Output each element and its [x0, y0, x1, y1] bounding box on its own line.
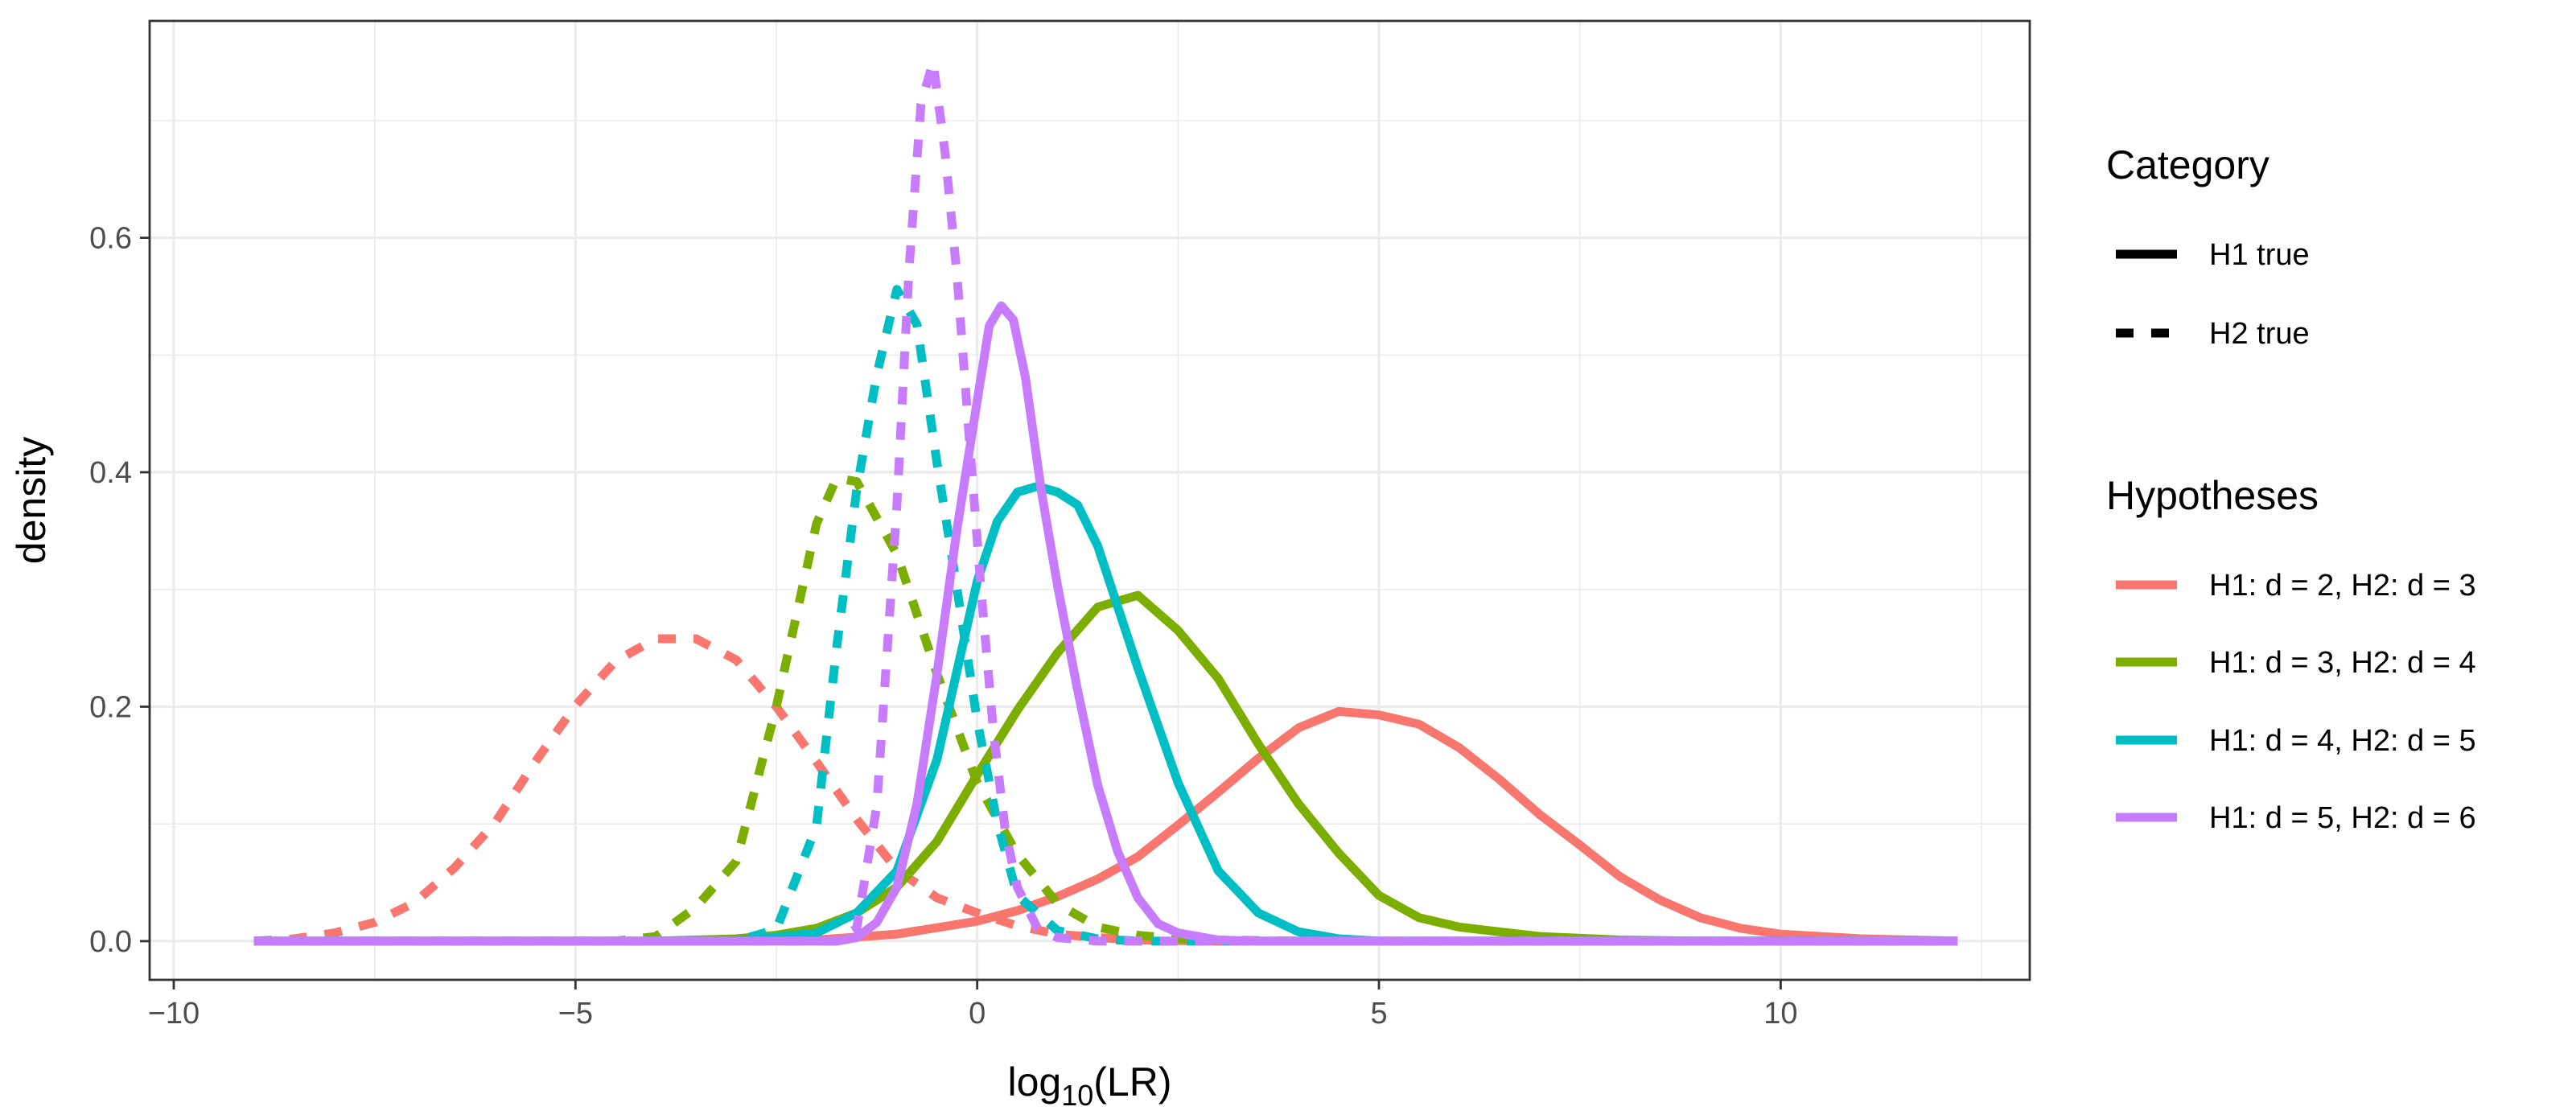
legend-label-hypothesis: H1: d = 3, H2: d = 4: [2209, 646, 2476, 680]
y-tick-label: 0.0: [89, 925, 132, 959]
series-line-h4-h2-true: [253, 57, 1958, 946]
x-axis-title-base: log: [1008, 1059, 1062, 1105]
y-axis-title: density: [9, 437, 54, 564]
axes: −10 −5 0 5 10 0.0 0.2 0.4 0.6: [89, 222, 1797, 1031]
y-tick-label: 0.2: [89, 690, 132, 724]
panel-border: [148, 19, 2031, 981]
x-tick-label: 10: [1763, 997, 1797, 1031]
x-axis-title-subscript: 10: [1061, 1079, 1093, 1112]
legend-label-hypothesis: H1: d = 4, H2: d = 5: [2209, 724, 2476, 758]
series-line-h1-h1-true: [253, 706, 1958, 946]
series-line-h4-h1-true: [253, 301, 1958, 946]
legend: Category Hypotheses H1 true H2 true H1: d …: [2106, 142, 2476, 835]
y-tick-label: 0.4: [89, 456, 132, 490]
x-axis-title: log10(LR): [1008, 1059, 1172, 1112]
legend-category-title: Category: [2106, 142, 2269, 187]
series-line-h2-h1-true: [253, 590, 1958, 946]
legend-label-hypothesis: H1: d = 5, H2: d = 6: [2209, 801, 2476, 835]
series-line-h1-h2-true: [253, 634, 1958, 946]
grid: [150, 21, 2030, 980]
x-tick-label: 5: [1370, 997, 1387, 1031]
series-line-h3-h2-true: [253, 285, 1958, 946]
legend-hypotheses-title: Hypotheses: [2106, 473, 2319, 518]
legend-label-hypothesis: H1: d = 2, H2: d = 3: [2209, 569, 2476, 603]
x-axis-title-rest: (LR): [1093, 1059, 1171, 1105]
plot-series: [253, 57, 1958, 946]
legend-label-category: H2 true: [2209, 317, 2310, 351]
x-tick-label: −10: [148, 997, 200, 1031]
series-line-h3-h1-true: [253, 482, 1958, 946]
x-tick-label: 0: [969, 997, 986, 1031]
y-tick-label: 0.6: [89, 222, 132, 256]
x-tick-label: −5: [558, 997, 593, 1031]
legend-label-category: H1 true: [2209, 238, 2310, 272]
